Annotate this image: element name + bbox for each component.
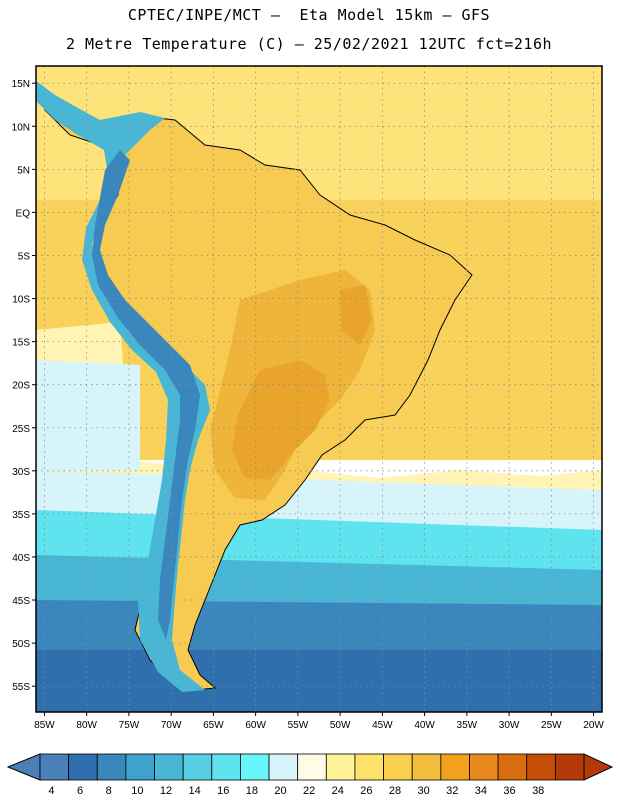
lon-label: 25W [541, 720, 562, 731]
colorbar-swatch [96, 753, 127, 781]
colorbar-swatch [440, 753, 470, 781]
colorbar-label: 10 [131, 785, 143, 797]
lon-label: 35W [457, 720, 478, 731]
colorbar-swatch [383, 753, 413, 781]
colorbar-label: 38 [532, 785, 544, 797]
chart-title: CPTEC/INPE/MCT – Eta Model 15km – GFS [127, 6, 491, 24]
graticule [32, 66, 602, 716]
lat-label: 35S [12, 510, 30, 521]
colorbar-high-arrow [583, 753, 614, 781]
colorbar-label: 36 [503, 785, 515, 797]
lon-label: 45W [372, 720, 393, 731]
colorbar-swatch [554, 753, 585, 781]
lat-label: 45S [12, 596, 30, 607]
colorbar-label: 4 [48, 785, 54, 797]
colorbar-swatch [469, 753, 499, 781]
chart-subtitle: 2 Metre Temperature (C) – 25/02/2021 12U… [65, 35, 553, 53]
colorbar-swatch [68, 753, 98, 781]
lon-label: 65W [203, 720, 224, 731]
colorbar-swatch [182, 753, 213, 781]
lon-label: 60W [245, 720, 266, 731]
lat-label: 55S [12, 682, 30, 693]
colorbar-label: 28 [389, 785, 401, 797]
interior-hotter-region [232, 285, 372, 480]
colorbar-label: 12 [160, 785, 172, 797]
colorbar-swatch [268, 753, 299, 781]
colorbar-label: 16 [217, 785, 229, 797]
lat-label: 5N [17, 165, 30, 176]
colorbar-swatch [497, 753, 528, 781]
lat-label: 20S [12, 381, 30, 392]
colorbar-label: 30 [418, 785, 430, 797]
colorbar-swatch [154, 753, 184, 781]
lon-label: 80W [76, 720, 97, 731]
colorbar: 4 6 8 10 12 14 16 18 20 22 24 26 28 30 32 34 36 38 [6, 753, 614, 797]
latitude-labels: 15N 10N 5N EQ 5S 10S 15S 20S 25S 30S 35S 40S 45S 50S 5… [12, 79, 31, 693]
lat-label: 15S [12, 338, 30, 349]
colorbar-label: 24 [332, 785, 344, 797]
lat-label: 30S [12, 467, 30, 478]
lat-label: 10N [12, 122, 30, 133]
colorbar-swatch [39, 753, 70, 781]
colorbar-swatch [297, 753, 327, 781]
ocean-band-polar [36, 650, 602, 712]
map-frame [35, 65, 603, 713]
colorbar-swatch [240, 753, 270, 781]
colorbar-swatch [211, 753, 241, 781]
colorbar-label: 14 [188, 785, 200, 797]
colorbar-swatch [125, 753, 155, 781]
lon-label: 40W [414, 720, 435, 731]
lon-label: 85W [34, 720, 55, 731]
andes-high-peaks [92, 150, 200, 640]
lat-label: 25S [12, 424, 30, 435]
colorbar-swatch [354, 753, 384, 781]
colorbar-label: 20 [274, 785, 286, 797]
colorbar-label: 8 [106, 785, 112, 797]
longitude-labels: 85W 80W 75W 70W 65W 60W 55W 50W 45W 40W 35W 30W 25W 2… [34, 720, 604, 731]
colorbar-label: 18 [246, 785, 258, 797]
lat-label: 10S [12, 295, 30, 306]
lon-label: 20W [583, 720, 604, 731]
lon-label: 50W [330, 720, 351, 731]
lat-label: EQ [16, 208, 31, 219]
colorbar-swatch [325, 753, 356, 781]
colorbar-swatch [526, 753, 556, 781]
colorbar-swatch [411, 753, 442, 781]
lon-label: 30W [499, 720, 520, 731]
lat-label: 50S [12, 639, 30, 650]
lat-label: 5S [18, 251, 31, 262]
colorbar-low-arrow [6, 753, 41, 781]
lat-label: 40S [12, 553, 30, 564]
lon-label: 55W [288, 720, 309, 731]
colorbar-label: 6 [77, 785, 83, 797]
colorbar-label: 34 [475, 785, 487, 797]
map-field [36, 66, 602, 712]
colorbar-label: 26 [360, 785, 372, 797]
colorbar-label: 32 [446, 785, 458, 797]
lon-label: 70W [161, 720, 182, 731]
lon-label: 75W [119, 720, 140, 731]
lat-label: 15N [12, 79, 30, 90]
colorbar-label: 22 [303, 785, 315, 797]
